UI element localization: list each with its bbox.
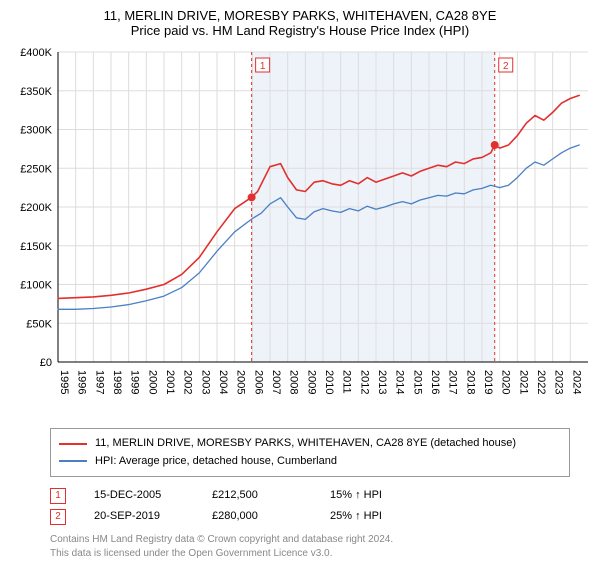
sale-row-marker: 1 xyxy=(50,488,66,504)
sale-marker-number: 1 xyxy=(260,61,266,72)
sale-date: 15-DEC-2005 xyxy=(94,485,184,506)
x-tick-label: 2017 xyxy=(447,370,459,394)
x-tick-label: 2021 xyxy=(517,370,529,394)
x-tick-label: 2014 xyxy=(394,370,406,394)
sale-row-marker: 2 xyxy=(50,509,66,525)
title-subtitle: Price paid vs. HM Land Registry's House … xyxy=(0,23,600,38)
legend-swatch xyxy=(59,443,87,445)
x-tick-label: 1996 xyxy=(76,370,88,394)
y-tick-label: £200K xyxy=(20,202,52,214)
y-tick-label: £300K xyxy=(20,125,52,137)
y-tick-label: £50K xyxy=(26,318,52,330)
y-tick-label: £0 xyxy=(40,357,52,369)
x-tick-label: 2000 xyxy=(146,370,158,394)
sales-row: 1 15-DEC-2005 £212,500 15% ↑ HPI xyxy=(50,485,570,506)
x-tick-label: 2016 xyxy=(429,370,441,394)
legend-label: 11, MERLIN DRIVE, MORESBY PARKS, WHITEHA… xyxy=(95,435,516,453)
x-tick-label: 2013 xyxy=(376,370,388,394)
x-tick-label: 2024 xyxy=(570,370,582,394)
x-tick-label: 2008 xyxy=(288,370,300,394)
footnote-line1: Contains HM Land Registry data © Crown c… xyxy=(50,533,570,547)
sale-date: 20-SEP-2019 xyxy=(94,506,184,527)
x-tick-label: 2005 xyxy=(235,370,247,394)
x-tick-label: 2010 xyxy=(323,370,335,394)
sale-marker-dot xyxy=(491,141,499,149)
chart-container: 11, MERLIN DRIVE, MORESBY PARKS, WHITEHA… xyxy=(0,0,600,561)
x-tick-label: 2022 xyxy=(535,370,547,394)
x-tick-label: 1998 xyxy=(111,370,123,394)
sales-table: 1 15-DEC-2005 £212,500 15% ↑ HPI 2 20-SEP-201… xyxy=(50,485,570,527)
x-tick-label: 2003 xyxy=(199,370,211,394)
legend-swatch xyxy=(59,460,87,462)
y-tick-label: £250K xyxy=(20,163,52,175)
x-tick-label: 2019 xyxy=(482,370,494,394)
y-tick-label: £150K xyxy=(20,241,52,253)
x-tick-label: 2004 xyxy=(217,370,229,394)
sale-marker-dot xyxy=(248,193,256,201)
x-tick-label: 2006 xyxy=(252,370,264,394)
x-tick-label: 2002 xyxy=(182,370,194,394)
x-tick-label: 1999 xyxy=(129,370,141,394)
x-tick-label: 2001 xyxy=(164,370,176,394)
x-tick-label: 1995 xyxy=(58,370,70,394)
sale-price: £280,000 xyxy=(212,506,302,527)
legend-row: HPI: Average price, detached house, Cumb… xyxy=(59,453,561,471)
x-tick-label: 2007 xyxy=(270,370,282,394)
sales-row: 2 20-SEP-2019 £280,000 25% ↑ HPI xyxy=(50,506,570,527)
sale-delta: 25% ↑ HPI xyxy=(330,506,420,527)
sale-delta: 15% ↑ HPI xyxy=(330,485,420,506)
sale-marker-number: 2 xyxy=(503,61,509,72)
legend-box: 11, MERLIN DRIVE, MORESBY PARKS, WHITEHA… xyxy=(50,428,570,477)
title-address: 11, MERLIN DRIVE, MORESBY PARKS, WHITEHA… xyxy=(0,8,600,23)
x-tick-label: 2012 xyxy=(358,370,370,394)
legend-row: 11, MERLIN DRIVE, MORESBY PARKS, WHITEHA… xyxy=(59,435,561,453)
x-tick-label: 2015 xyxy=(411,370,423,394)
y-tick-label: £400K xyxy=(20,47,52,59)
x-tick-label: 2020 xyxy=(500,370,512,394)
sale-price: £212,500 xyxy=(212,485,302,506)
x-tick-label: 2009 xyxy=(305,370,317,394)
footnote: Contains HM Land Registry data © Crown c… xyxy=(50,533,570,561)
footnote-line2: This data is licensed under the Open Gov… xyxy=(50,547,570,561)
legend-label: HPI: Average price, detached house, Cumb… xyxy=(95,453,337,471)
x-tick-label: 2018 xyxy=(464,370,476,394)
x-tick-label: 1997 xyxy=(93,370,105,394)
x-tick-label: 2023 xyxy=(553,370,565,394)
x-tick-label: 2011 xyxy=(341,370,353,394)
chart-area: £0 £50K £100K £150K £200K £250K £300K £350K £400… xyxy=(0,42,600,422)
line-chart-svg: £0 £50K £100K £150K £200K £250K £300K £350K £400… xyxy=(0,42,600,422)
title-block: 11, MERLIN DRIVE, MORESBY PARKS, WHITEHA… xyxy=(0,0,600,42)
y-tick-label: £100K xyxy=(20,280,52,292)
y-tick-label: £350K xyxy=(20,86,52,98)
